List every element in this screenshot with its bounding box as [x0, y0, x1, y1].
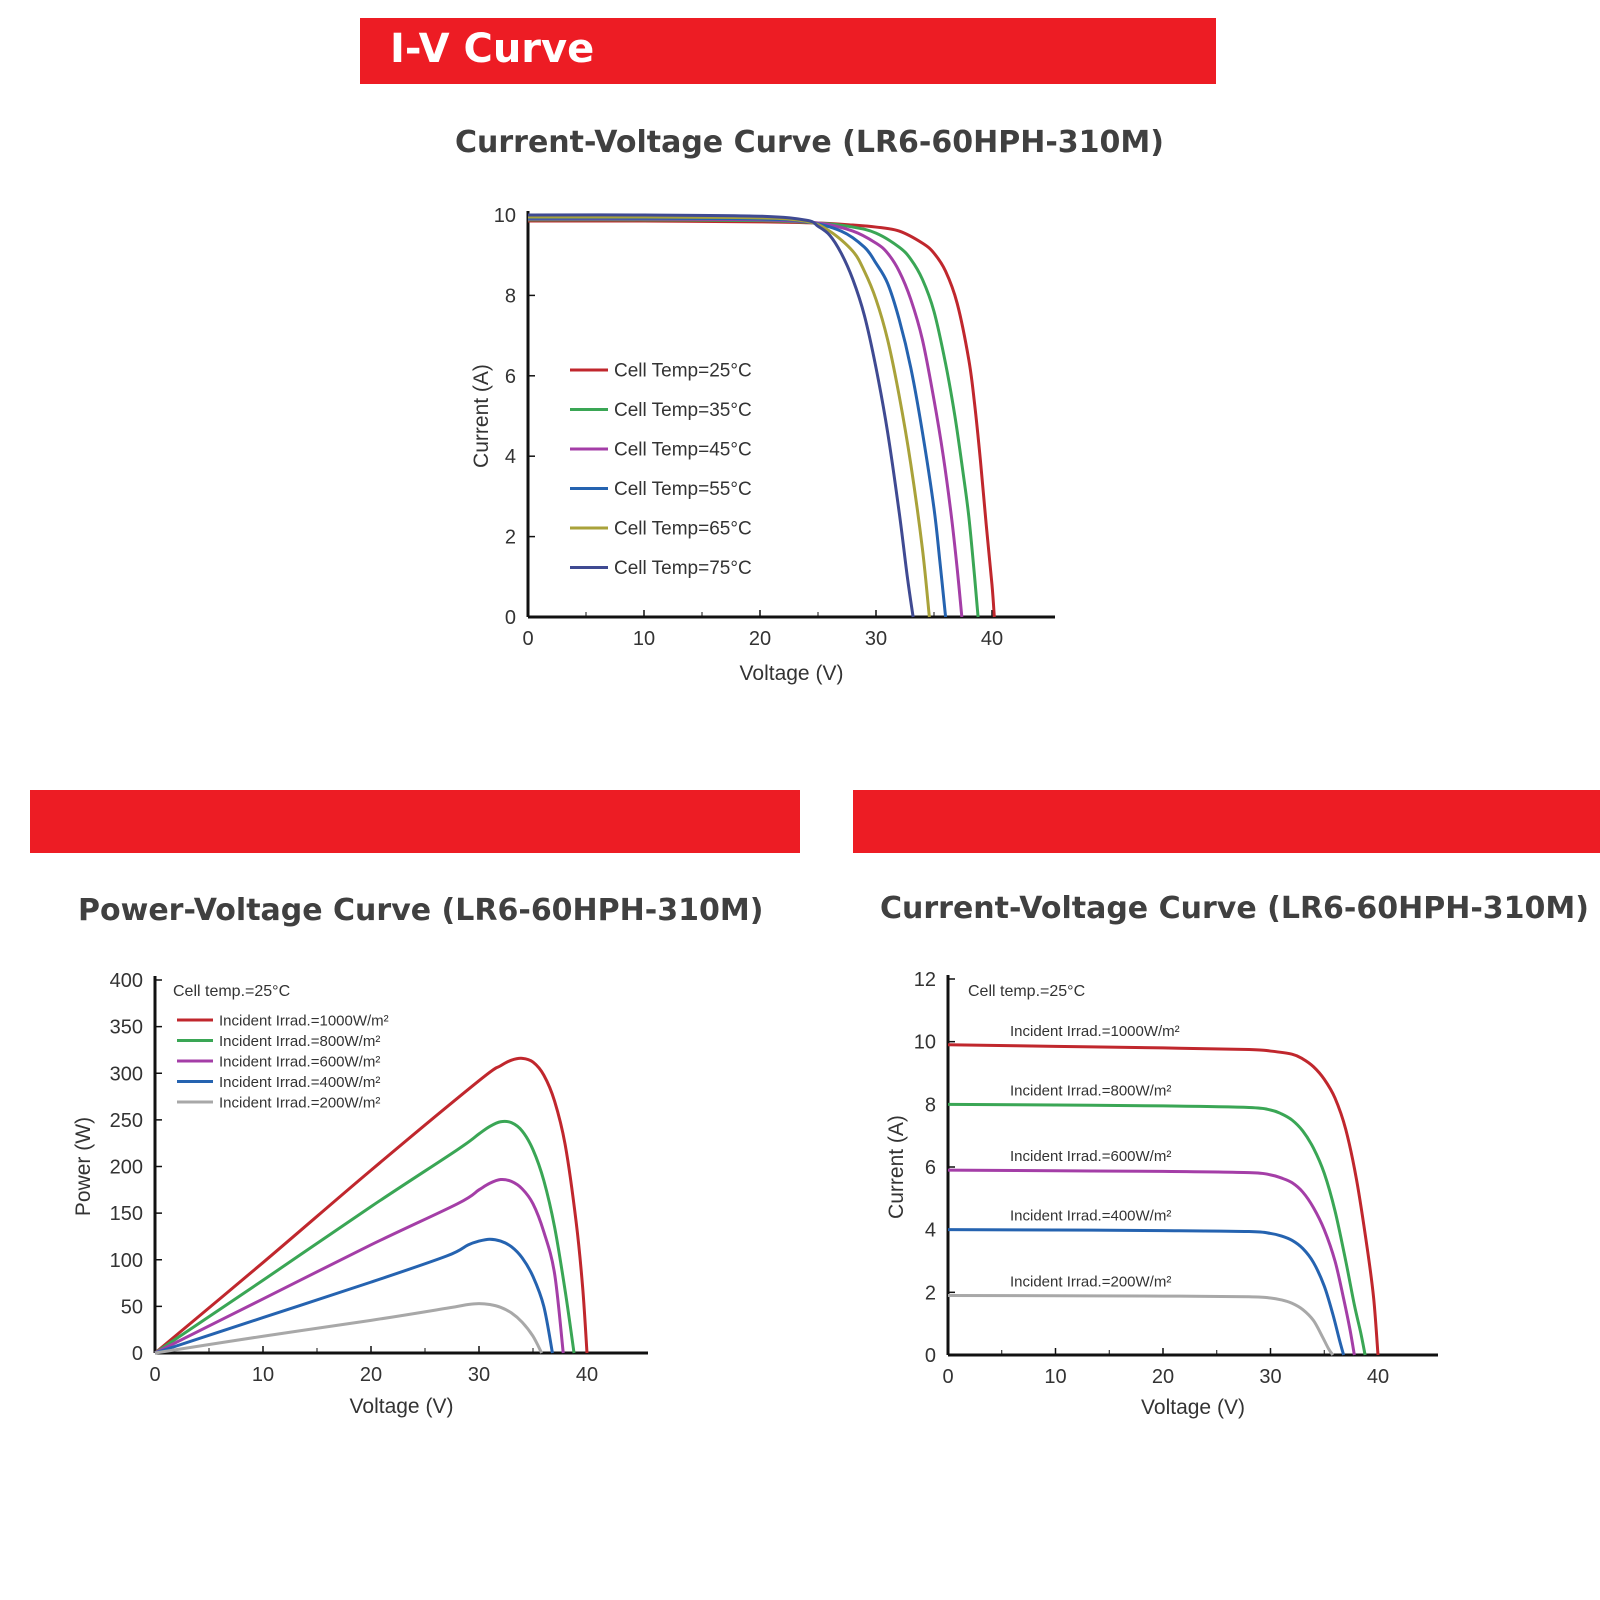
series-line: [154, 1056, 589, 1355]
page-title: I-V Curve: [390, 26, 595, 72]
banner-right: [853, 790, 1600, 853]
y-axis-label: Power (W): [72, 1117, 95, 1216]
x-tick-label: 10: [633, 628, 655, 650]
x-tick-label: 20: [749, 628, 771, 650]
series-line: [947, 1043, 1380, 1356]
y-tick-label: 6: [505, 366, 516, 388]
y-tick-label: 250: [110, 1110, 143, 1132]
series-line: [154, 1237, 554, 1355]
header-banner: I-V Curve: [360, 18, 1216, 84]
chart-title-iv-temp: Current-Voltage Curve (LR6-60HPH-310M): [455, 125, 1164, 160]
x-tick-label: 40: [981, 628, 1003, 650]
chart-title-iv-irrad: Current-Voltage Curve (LR6-60HPH-310M): [880, 891, 1589, 926]
x-tick-label: 20: [1152, 1366, 1174, 1388]
series-line: [947, 1293, 1335, 1356]
x-tick-label: 30: [468, 1364, 490, 1386]
series-label: Incident Irrad.=200W/m²: [1010, 1273, 1171, 1290]
x-tick-label: 20: [360, 1364, 382, 1386]
legend-label: Incident Irrad.=200W/m²: [219, 1094, 380, 1111]
series-line: [527, 213, 915, 618]
y-tick-label: 200: [110, 1157, 143, 1179]
series-line: [947, 1228, 1346, 1356]
series-label: Incident Irrad.=800W/m²: [1010, 1082, 1171, 1099]
y-tick-label: 0: [505, 607, 516, 629]
y-axis-label: Current (A): [470, 364, 493, 468]
series-label: Incident Irrad.=400W/m²: [1010, 1208, 1171, 1225]
series-line: [527, 218, 980, 618]
legend-label: Cell Temp=65°C: [614, 519, 752, 540]
y-tick-label: 150: [110, 1203, 143, 1225]
series-line: [947, 1168, 1356, 1356]
legend-label: Incident Irrad.=400W/m²: [219, 1074, 380, 1091]
y-axis-label: Current (A): [885, 1115, 908, 1219]
y-tick-label: 400: [110, 970, 143, 992]
series-line: [947, 1102, 1367, 1356]
x-tick-label: 0: [942, 1366, 953, 1388]
legend-label: Incident Irrad.=800W/m²: [219, 1033, 380, 1050]
y-tick-label: 4: [505, 446, 516, 468]
y-tick-label: 0: [925, 1345, 936, 1367]
x-axis-label: Voltage (V): [1141, 1396, 1245, 1419]
legend-label: Incident Irrad.=600W/m²: [219, 1053, 380, 1070]
y-tick-label: 10: [494, 205, 516, 227]
series-label: Incident Irrad.=1000W/m²: [1010, 1023, 1180, 1040]
chart-annotation: Cell temp.=25°C: [173, 983, 290, 1000]
y-tick-label: 4: [925, 1220, 936, 1242]
series-label: Incident Irrad.=600W/m²: [1010, 1148, 1171, 1165]
y-tick-label: 100: [110, 1250, 143, 1272]
x-tick-label: 10: [1044, 1366, 1066, 1388]
y-tick-label: 12: [914, 969, 936, 991]
legend-label: Cell Temp=75°C: [614, 558, 752, 579]
x-tick-label: 30: [1259, 1366, 1281, 1388]
legend-label: Cell Temp=55°C: [614, 479, 752, 500]
x-tick-label: 40: [1367, 1366, 1389, 1388]
chart-annotation: Cell temp.=25°C: [968, 983, 1085, 1000]
x-tick-label: 10: [252, 1364, 274, 1386]
series-line: [154, 1119, 576, 1355]
x-tick-label: 0: [149, 1364, 160, 1386]
legend-label: Cell Temp=25°C: [614, 361, 752, 382]
series-line: [154, 1302, 543, 1355]
banner-left: [30, 790, 800, 853]
x-tick-label: 40: [576, 1364, 598, 1386]
y-tick-label: 8: [505, 285, 516, 307]
legend-label: Cell Temp=35°C: [614, 400, 752, 421]
x-axis-label: Voltage (V): [350, 1395, 454, 1418]
y-tick-label: 2: [925, 1282, 936, 1304]
x-axis-label: Voltage (V): [740, 662, 844, 685]
x-tick-label: 30: [865, 628, 887, 650]
series-line: [527, 215, 931, 618]
x-tick-label: 0: [522, 628, 533, 650]
y-tick-label: 300: [110, 1063, 143, 1085]
y-tick-label: 6: [925, 1157, 936, 1179]
y-tick-label: 350: [110, 1017, 143, 1039]
y-tick-label: 2: [505, 527, 516, 549]
y-tick-label: 50: [121, 1296, 143, 1318]
chart-title-pv: Power-Voltage Curve (LR6-60HPH-310M): [78, 893, 764, 928]
series-line: [154, 1177, 565, 1355]
legend-label: Incident Irrad.=1000W/m²: [219, 1012, 389, 1029]
legend-label: Cell Temp=45°C: [614, 440, 752, 461]
y-tick-label: 8: [925, 1094, 936, 1116]
y-tick-label: 0: [132, 1343, 143, 1365]
y-tick-label: 10: [914, 1032, 936, 1054]
